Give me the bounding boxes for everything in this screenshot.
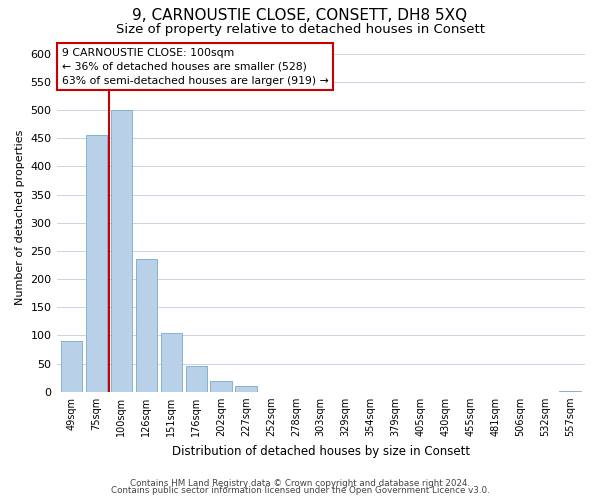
- Text: Size of property relative to detached houses in Consett: Size of property relative to detached ho…: [115, 22, 485, 36]
- Text: Contains HM Land Registry data © Crown copyright and database right 2024.: Contains HM Land Registry data © Crown c…: [130, 478, 470, 488]
- Bar: [235, 386, 257, 392]
- X-axis label: Distribution of detached houses by size in Consett: Distribution of detached houses by size …: [172, 444, 470, 458]
- Bar: [161, 332, 182, 392]
- Y-axis label: Number of detached properties: Number of detached properties: [15, 130, 25, 305]
- Text: Contains public sector information licensed under the Open Government Licence v3: Contains public sector information licen…: [110, 486, 490, 495]
- Bar: [211, 380, 232, 392]
- Bar: [185, 366, 207, 392]
- Text: 9, CARNOUSTIE CLOSE, CONSETT, DH8 5XQ: 9, CARNOUSTIE CLOSE, CONSETT, DH8 5XQ: [133, 8, 467, 22]
- Text: 9 CARNOUSTIE CLOSE: 100sqm
← 36% of detached houses are smaller (528)
63% of sem: 9 CARNOUSTIE CLOSE: 100sqm ← 36% of deta…: [62, 48, 329, 86]
- Bar: [136, 260, 157, 392]
- Bar: [61, 341, 82, 392]
- Bar: [86, 136, 107, 392]
- Bar: [111, 110, 132, 392]
- Bar: [559, 390, 581, 392]
